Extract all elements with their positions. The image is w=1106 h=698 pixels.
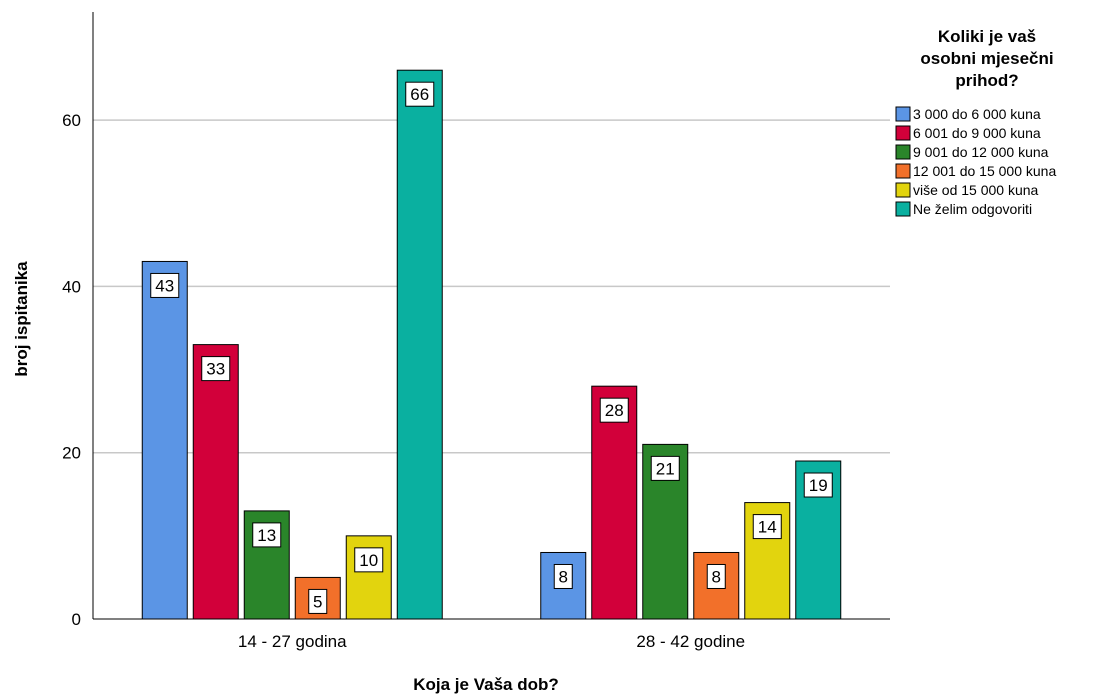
data-label-box [405,81,435,107]
axes [92,12,890,620]
legend-swatch [895,144,911,160]
legend-swatch [895,201,911,217]
data-label-box [354,547,384,573]
data-label-box [252,522,282,548]
bar [396,69,443,620]
data-label-box [201,356,231,382]
tick-labels: 0 20 40 60 14 - 27 godina 28 - 42 godine [62,111,745,651]
data-label: 33 [206,360,225,379]
y-tick-label: 20 [62,444,81,463]
legend-items: 3 000 do 6 000 kuna 6 001 do 9 000 kuna 9 … [895,106,1056,217]
data-label-box [553,563,573,589]
bar [192,344,239,620]
legend-entry: 12 001 do 15 000 kuna [913,163,1056,179]
legend: Koliki je vaš osobni mjesečni prihod? 3 … [895,27,1056,217]
legend-swatch [895,182,911,198]
data-label-box [803,472,833,498]
data-label: 14 [758,518,777,537]
data-label: 28 [605,401,624,420]
data-label: 43 [155,276,174,295]
legend-entry: 9 001 do 12 000 kuna [913,144,1049,160]
data-label-box [599,397,629,423]
x-axis-title: Koja je Vaša dob? [413,675,559,694]
data-label-box [752,514,782,540]
bars [141,69,842,620]
legend-swatch [895,106,911,122]
legend-entry: 3 000 do 6 000 kuna [913,106,1041,122]
legend-entry: više od 15 000 kuna [913,182,1039,198]
y-axis-title: broj ispitanika [12,261,31,377]
legend-title-line-1: Koliki je vaš [938,27,1036,46]
data-label: 19 [809,476,828,495]
x-tick-label: 28 - 42 godine [636,632,745,651]
data-label: 66 [410,85,429,104]
data-label: 8 [712,567,721,586]
data-labels: 43 33 13 5 10 66 8 28 21 8 14 19 [150,81,833,614]
y-tick-label: 0 [72,610,81,629]
legend-entry: Ne želim odgovoriti [913,201,1032,217]
data-label-box [150,272,180,298]
bar [141,260,188,620]
data-label-box [650,455,680,481]
data-label-box [308,588,328,614]
legend-title-line-3: prihod? [955,71,1018,90]
data-label: 5 [313,592,322,611]
data-label: 10 [359,551,378,570]
legend-swatch [895,163,911,179]
y-tick-label: 40 [62,277,81,296]
legend-entry: 6 001 do 9 000 kuna [913,125,1041,141]
legend-swatch [895,125,911,141]
data-label: 8 [559,567,568,586]
data-label-box [706,563,726,589]
data-label: 21 [656,459,675,478]
x-tick-label: 14 - 27 godina [238,632,347,651]
y-tick-label: 60 [62,111,81,130]
legend-title-line-2: osobni mjesečni [920,49,1053,68]
data-label: 13 [257,526,276,545]
